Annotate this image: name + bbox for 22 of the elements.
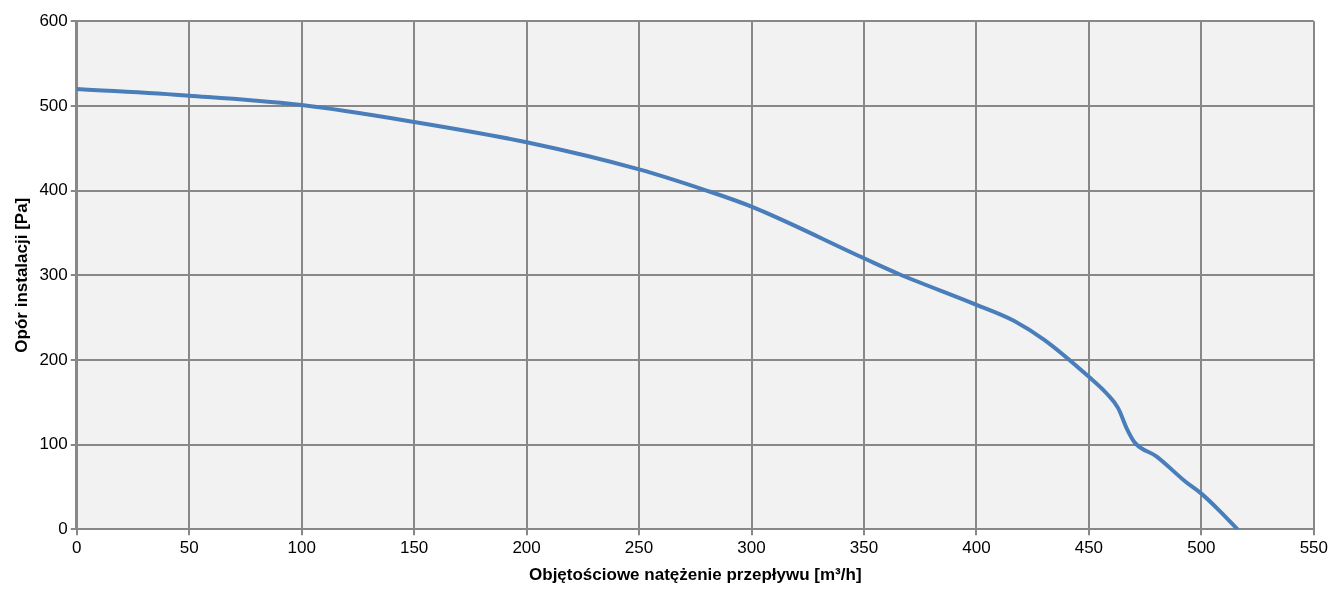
x-tick-label: 450 xyxy=(1074,538,1104,558)
x-tick-label: 400 xyxy=(962,538,991,558)
line-series xyxy=(76,86,1240,530)
x-tick-label: 150 xyxy=(399,538,429,558)
x-tick-label: 550 xyxy=(1299,538,1329,558)
y-tick-label: 300 xyxy=(39,264,68,284)
x-tick-label: 300 xyxy=(737,538,766,558)
x-tick-label: 200 xyxy=(512,538,541,558)
x-tick-label: 0 xyxy=(72,538,82,558)
x-tick-label: 100 xyxy=(287,538,316,558)
y-tick-label: 600 xyxy=(39,10,68,30)
y-tick-label: 0 xyxy=(58,518,68,538)
x-tick-label: 500 xyxy=(1187,538,1216,558)
x-axis-title: Objętościowe natężenie przepływu [m³/h] xyxy=(529,565,862,585)
y-axis-title: Opór instalacji [Pa] xyxy=(11,197,31,353)
y-tick-label: 400 xyxy=(39,180,68,200)
y-tick-label: 500 xyxy=(39,95,68,115)
x-tick-label: 350 xyxy=(849,538,879,558)
x-tick-label: 50 xyxy=(179,538,199,558)
y-tick-label: 100 xyxy=(39,434,68,454)
x-tick-label: 250 xyxy=(624,538,654,558)
y-tick-label: 200 xyxy=(39,349,68,369)
